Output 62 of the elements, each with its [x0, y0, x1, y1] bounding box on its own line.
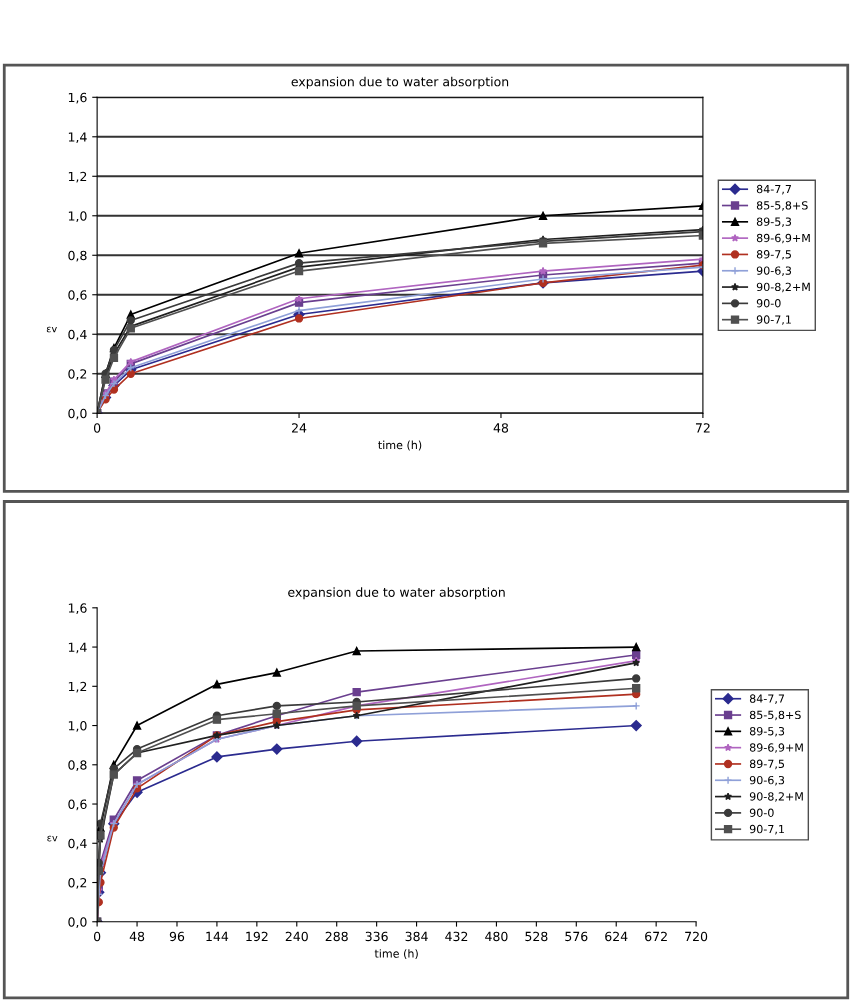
legend-label: 89-5,3 — [756, 217, 792, 227]
legend-label: 90-6,3 — [749, 775, 785, 786]
x-tick-label: 288 — [325, 931, 348, 942]
x-tick-label: 672 — [645, 931, 667, 942]
y-tick-label: 0,6 — [68, 799, 87, 811]
x-tick-label: 336 — [365, 931, 388, 942]
y-tick-label: 1,2 — [68, 171, 87, 183]
legend-label: 85-5,8+S — [756, 201, 808, 211]
chart-title: expansion due to water absorption — [291, 76, 509, 89]
y-tick-label: 1,4 — [68, 132, 87, 143]
y-tick-label: 0,8 — [68, 250, 87, 262]
y-tick-label: 1,6 — [68, 603, 87, 615]
x-axis-title: time (h) — [374, 949, 418, 960]
legend-label: 90-6,3 — [756, 266, 792, 276]
x-tick-label: 240 — [285, 931, 308, 942]
legend-label: 90-7,1 — [756, 315, 791, 325]
legend-label: 89-6,9+M — [749, 743, 803, 753]
x-tick-label: 48 — [129, 931, 145, 942]
legend-label: 89-5,3 — [749, 726, 785, 737]
x-tick-label: 0 — [93, 423, 101, 433]
x-tick-label: 384 — [405, 931, 428, 942]
y-tick-label: 0,8 — [68, 760, 87, 771]
y-axis-title: εv — [46, 326, 57, 333]
y-tick-label: 1,4 — [68, 642, 87, 654]
x-axis-title: time (h) — [378, 440, 422, 451]
legend-label: 89-6,9+M — [756, 233, 810, 244]
y-tick-label: 0,0 — [68, 408, 87, 420]
y-tick-label: 0,6 — [68, 290, 87, 301]
legend-label: 90-7,1 — [749, 824, 784, 835]
legend-label: 84-7,7 — [749, 694, 785, 704]
legend-label: 90-8,2+M — [749, 792, 803, 802]
y-tick-label: 0,0 — [68, 917, 87, 928]
x-tick-label: 624 — [605, 931, 628, 942]
legend-label: 89-7,5 — [749, 759, 785, 770]
chart-title: expansion due to water absorption — [288, 587, 505, 600]
x-tick-label: 48 — [493, 423, 509, 433]
x-tick-label: 576 — [565, 931, 588, 942]
y-tick-label: 1,6 — [68, 92, 87, 104]
x-tick-label: 96 — [169, 931, 185, 942]
y-tick-label: 0,4 — [68, 838, 87, 850]
x-tick-label: 432 — [445, 931, 468, 942]
x-tick-label: 528 — [525, 931, 548, 942]
y-tick-label: 1,0 — [68, 211, 87, 222]
legend-label: 90-0 — [756, 299, 781, 308]
legend-label: 90-0 — [749, 808, 774, 817]
legend-label: 85-5,8+S — [749, 710, 801, 721]
y-tick-label: 0,2 — [68, 369, 87, 380]
y-tick-label: 0,2 — [68, 877, 87, 889]
y-tick-label: 1,2 — [68, 681, 87, 693]
x-tick-label: 480 — [485, 931, 508, 942]
legend-label: 84-7,7 — [756, 184, 791, 195]
legend-label: 90-8,2+M — [756, 282, 810, 293]
x-tick-label: 0 — [93, 931, 101, 942]
x-tick-label: 192 — [246, 931, 268, 942]
y-tick-label: 0,4 — [68, 329, 87, 341]
x-tick-label: 720 — [685, 931, 708, 942]
x-tick-label: 72 — [695, 423, 710, 433]
y-axis-title: εv — [47, 835, 58, 842]
x-tick-label: 144 — [206, 931, 229, 941]
y-tick-label: 1,0 — [68, 721, 87, 732]
x-tick-label: 24 — [292, 423, 307, 433]
legend-label: 89-7,5 — [756, 250, 791, 260]
